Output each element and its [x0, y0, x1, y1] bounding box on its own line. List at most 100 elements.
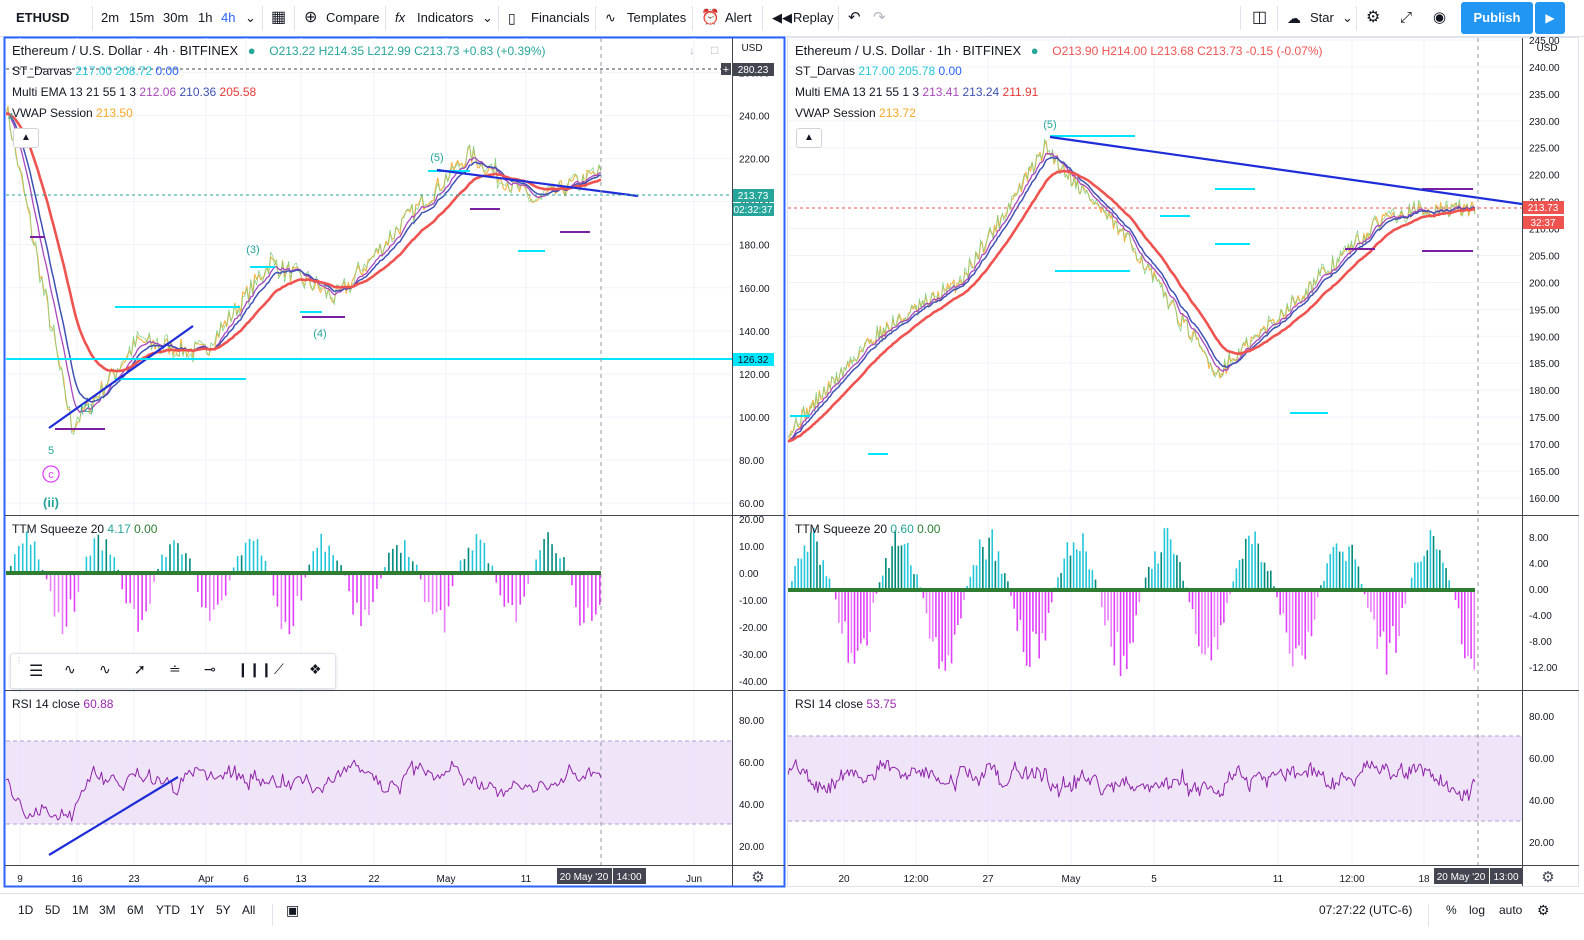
legend-vwap[interactable]: VWAP Session 213.72 — [795, 106, 916, 120]
star-button[interactable]: Star — [1310, 0, 1334, 36]
ttm-bar — [1023, 590, 1025, 652]
ttm-bar — [1345, 561, 1347, 590]
percent-toggle[interactable]: % — [1446, 898, 1457, 940]
gear-icon[interactable]: ⚙ — [1366, 0, 1380, 36]
clock-readout[interactable]: 07:27:22 (UTC-6) — [1319, 898, 1412, 940]
chevron-down-icon[interactable]: ⌄ — [482, 0, 493, 36]
indicators-button[interactable]: Indicators — [417, 0, 473, 36]
left-symbol-title[interactable]: Ethereum / U.S. Dollar · 4h · BITFINEX — [12, 43, 238, 58]
replay-button[interactable]: Replay — [793, 0, 833, 36]
left-currency-label[interactable]: USD — [741, 43, 762, 54]
bar-chart-icon[interactable]: ▯ — [508, 0, 516, 36]
path-icon[interactable]: ➚ — [134, 661, 146, 678]
fx-icon[interactable]: fx — [395, 0, 405, 36]
ttm-bar — [105, 539, 107, 573]
calendar-icon[interactable]: ▣ — [286, 898, 299, 940]
log-toggle[interactable]: log — [1469, 898, 1485, 940]
templates-button[interactable]: Templates — [627, 0, 686, 36]
camera-icon[interactable]: ◉ — [1433, 0, 1446, 36]
interval-30m[interactable]: 30m — [163, 0, 188, 36]
symbol-search[interactable]: ETHUSD — [16, 0, 69, 36]
compare-button[interactable]: Compare — [326, 0, 379, 36]
ttm-bar — [181, 554, 183, 573]
legend-ttm[interactable]: TTM Squeeze 20 4.17 0.00 — [12, 522, 157, 536]
maximize-icon[interactable]: □ — [711, 43, 718, 57]
long-position-icon[interactable]: ❙❙❙ — [237, 661, 272, 678]
auto-toggle[interactable]: auto — [1499, 898, 1522, 940]
candles-icon[interactable]: ▦ — [271, 0, 286, 36]
ttm-bar — [1107, 590, 1109, 621]
layout-icon[interactable]: ◫ — [1252, 0, 1267, 36]
interval-4h[interactable]: 4h — [221, 0, 235, 36]
ttm-bar — [161, 555, 163, 573]
fib-icon[interactable]: ☰ — [29, 661, 43, 681]
play-icon[interactable]: ▶ — [1535, 2, 1565, 34]
gear-icon[interactable]: ⚙ — [1541, 869, 1554, 886]
range-all[interactable]: All — [242, 898, 255, 940]
range-6m[interactable]: 6M — [127, 898, 144, 940]
ttm-tick-label: 10.00 — [739, 542, 764, 553]
legend-rsi[interactable]: RSI 14 close 53.75 — [795, 697, 896, 711]
range-5d[interactable]: 5D — [45, 898, 60, 940]
ttm-bar — [1179, 562, 1181, 590]
range-1d[interactable]: 1D — [18, 898, 33, 940]
right-symbol-title[interactable]: Ethereum / U.S. Dollar · 1h · BITFINEX — [795, 43, 1021, 58]
alert-button[interactable]: Alert — [725, 0, 752, 36]
ttm-bar — [1264, 563, 1266, 590]
redo-icon[interactable]: ↷ — [873, 0, 886, 36]
ttm-bar — [941, 590, 943, 662]
plus-circle-icon[interactable]: ⊕ — [304, 0, 317, 36]
ttm-bar — [1114, 590, 1116, 665]
fullscreen-icon[interactable]: ⤢ — [1400, 0, 1412, 36]
horizontal-ray-icon[interactable]: ⊸ — [204, 661, 216, 678]
ttm-bar — [332, 555, 334, 573]
range-3m[interactable]: 3M — [99, 898, 116, 940]
ttm-bar — [1110, 590, 1112, 647]
right-currency-label[interactable]: USD — [1536, 43, 1557, 54]
legend-darvas[interactable]: ST_Darvas 217.00 205.78 0.00 — [795, 64, 962, 78]
replay-icon[interactable]: ◀◀ — [772, 0, 792, 36]
legend-rsi[interactable]: RSI 14 close 60.88 — [12, 697, 113, 711]
elliott-wave-icon[interactable]: ∿ — [99, 661, 111, 678]
legend-ttm[interactable]: TTM Squeeze 20 0.60 0.00 — [795, 522, 940, 536]
templates-icon[interactable]: ∿ — [605, 0, 616, 36]
cloud-icon[interactable]: ☁ — [1287, 0, 1301, 36]
chevron-down-icon[interactable]: ⌄ — [1342, 0, 1353, 36]
interval-2m[interactable]: 2m — [101, 0, 119, 36]
pattern-icon[interactable]: ❖ — [309, 661, 322, 678]
range-1y[interactable]: 1Y — [190, 898, 205, 940]
legend-multi-ema[interactable]: Multi EMA 13 21 55 1 3 213.41 213.24 211… — [795, 85, 1038, 99]
interval-15m[interactable]: 15m — [129, 0, 154, 36]
legend-multi-ema[interactable]: Multi EMA 13 21 55 1 3 212.06 210.36 205… — [12, 85, 256, 99]
drag-handle-icon[interactable]: ⋮ — [15, 656, 23, 665]
ttm-bar — [948, 590, 950, 655]
abc-pattern-icon[interactable]: ∿ — [64, 661, 76, 678]
fan-icon[interactable]: ≐ — [169, 661, 181, 678]
range-ytd[interactable]: YTD — [156, 898, 180, 940]
financials-button[interactable]: Financials — [531, 0, 590, 36]
ttm-bar — [1254, 531, 1256, 590]
ttm-bar — [547, 532, 549, 573]
alarm-clock-icon[interactable]: ⏰ — [701, 0, 720, 36]
divider — [385, 6, 386, 30]
arrow-down-icon[interactable]: ↓ — [689, 43, 695, 57]
chevron-down-icon[interactable]: ⌄ — [245, 0, 256, 36]
trend-line-icon[interactable]: ⟋ — [274, 661, 284, 678]
legend-vwap[interactable]: VWAP Session 213.50 — [12, 106, 133, 120]
chart-settings-icon[interactable]: ⚙ — [1537, 898, 1550, 940]
interval-1h[interactable]: 1h — [198, 0, 212, 36]
ttm-bar — [301, 573, 303, 600]
legend-darvas[interactable]: ST_Darvas 217.00 208.72 0.00 — [12, 64, 179, 78]
ttm-bar — [34, 542, 36, 573]
gear-icon[interactable]: ⚙ — [751, 869, 764, 886]
range-1m[interactable]: 1M — [72, 898, 89, 940]
ttm-bar — [476, 534, 478, 573]
collapse-legend-button[interactable]: ▲ — [796, 128, 822, 148]
time-tick-label: 22 — [368, 874, 380, 885]
undo-icon[interactable]: ↶ — [848, 0, 861, 36]
ttm-bar — [1376, 590, 1378, 649]
collapse-legend-button[interactable]: ▲ — [13, 128, 39, 148]
range-5y[interactable]: 5Y — [216, 898, 231, 940]
publish-button[interactable]: Publish — [1461, 2, 1533, 34]
ttm-bar — [320, 534, 322, 573]
